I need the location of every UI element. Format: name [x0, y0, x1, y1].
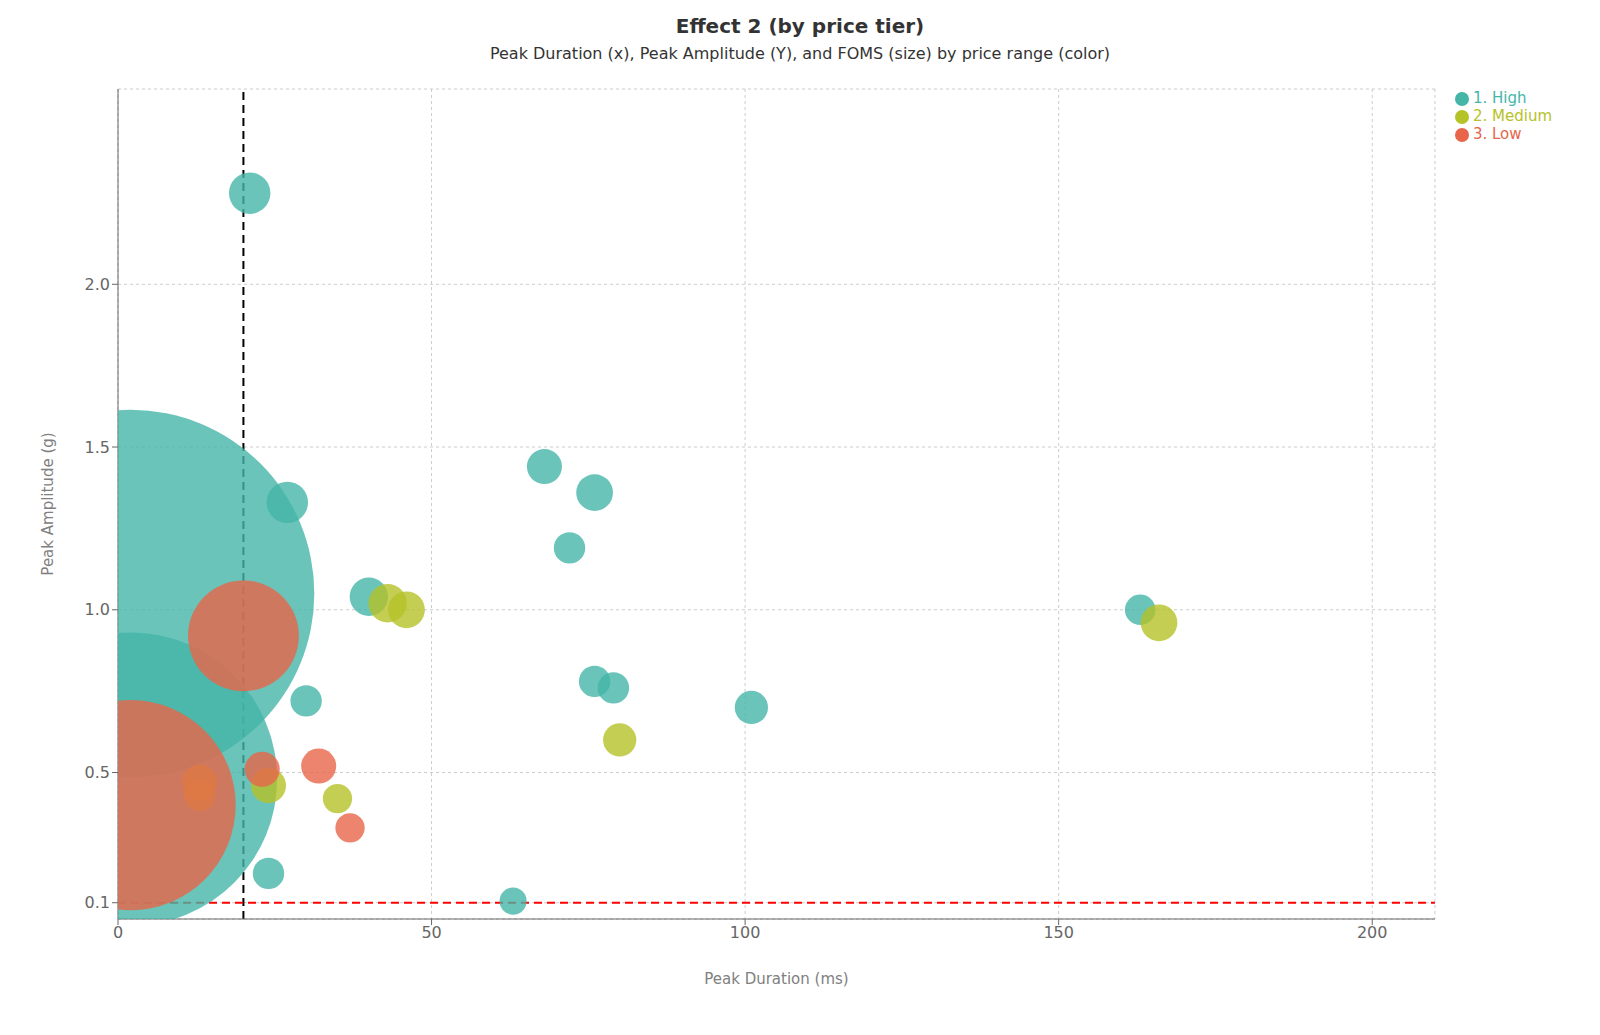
html-text:1. High: 1. High — [1472, 89, 1527, 107]
svg-text:100: 100 — [730, 923, 761, 942]
svg-text:1.0: 1.0 — [85, 600, 110, 619]
svg-text:1.5: 1.5 — [85, 438, 110, 457]
svg-text:0.1: 0.1 — [85, 893, 110, 912]
svg-text:0: 0 — [113, 923, 123, 942]
html-text:2. Medium: 2. Medium — [1472, 107, 1552, 125]
html-text:Effect 2 (by price tier): Effect 2 (by price tier) — [675, 14, 925, 38]
svg-text:0.5: 0.5 — [85, 763, 110, 782]
svg-text:Peak Amplitude (g): Peak Amplitude (g) — [39, 432, 57, 575]
svg-text:200: 200 — [1357, 923, 1388, 942]
html-text:3. Low: 3. Low — [1472, 125, 1522, 143]
html-text:Peak Duration (x), Peak Amplit: Peak Duration (x), Peak Amplitude (Y), a… — [489, 44, 1110, 63]
svg-text:150: 150 — [1043, 923, 1074, 942]
svg-text:2.0: 2.0 — [85, 275, 110, 294]
svg-text:Peak Duration (ms): Peak Duration (ms) — [704, 970, 848, 988]
svg-text:50: 50 — [421, 923, 441, 942]
